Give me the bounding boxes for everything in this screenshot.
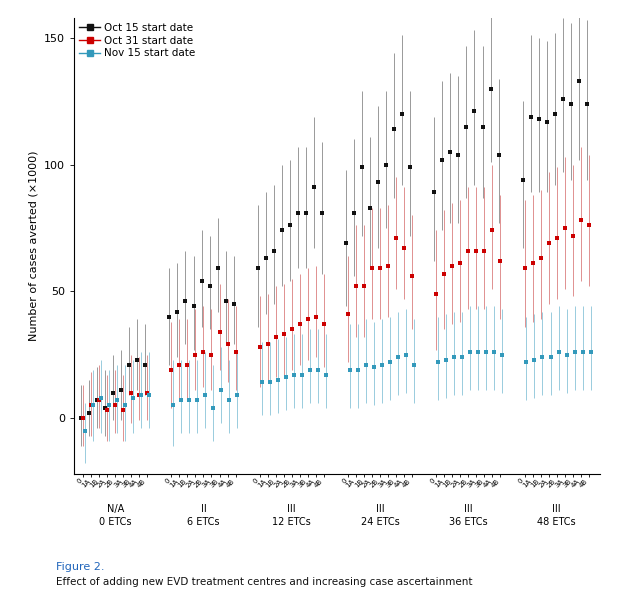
- Text: 12 ETCs: 12 ETCs: [272, 517, 311, 527]
- Text: III: III: [464, 504, 473, 514]
- Text: 36 ETCs: 36 ETCs: [449, 517, 488, 527]
- Text: N/A: N/A: [106, 504, 124, 514]
- Text: III: III: [552, 504, 561, 514]
- Text: II: II: [201, 504, 206, 514]
- Text: III: III: [287, 504, 296, 514]
- Text: 24 ETCs: 24 ETCs: [361, 517, 399, 527]
- Y-axis label: Number of cases averted (×1000): Number of cases averted (×1000): [28, 150, 39, 341]
- Text: 0 ETCs: 0 ETCs: [99, 517, 131, 527]
- Text: Effect of adding new EVD treatment centres and increasing case ascertainment: Effect of adding new EVD treatment centr…: [56, 577, 472, 587]
- Legend: Oct 15 start date, Oct 31 start date, Nov 15 start date: Oct 15 start date, Oct 31 start date, No…: [77, 21, 198, 60]
- Text: 6 ETCs: 6 ETCs: [187, 517, 220, 527]
- Text: 48 ETCs: 48 ETCs: [537, 517, 576, 527]
- Text: Figure 2.: Figure 2.: [56, 561, 104, 571]
- Text: III: III: [376, 504, 384, 514]
